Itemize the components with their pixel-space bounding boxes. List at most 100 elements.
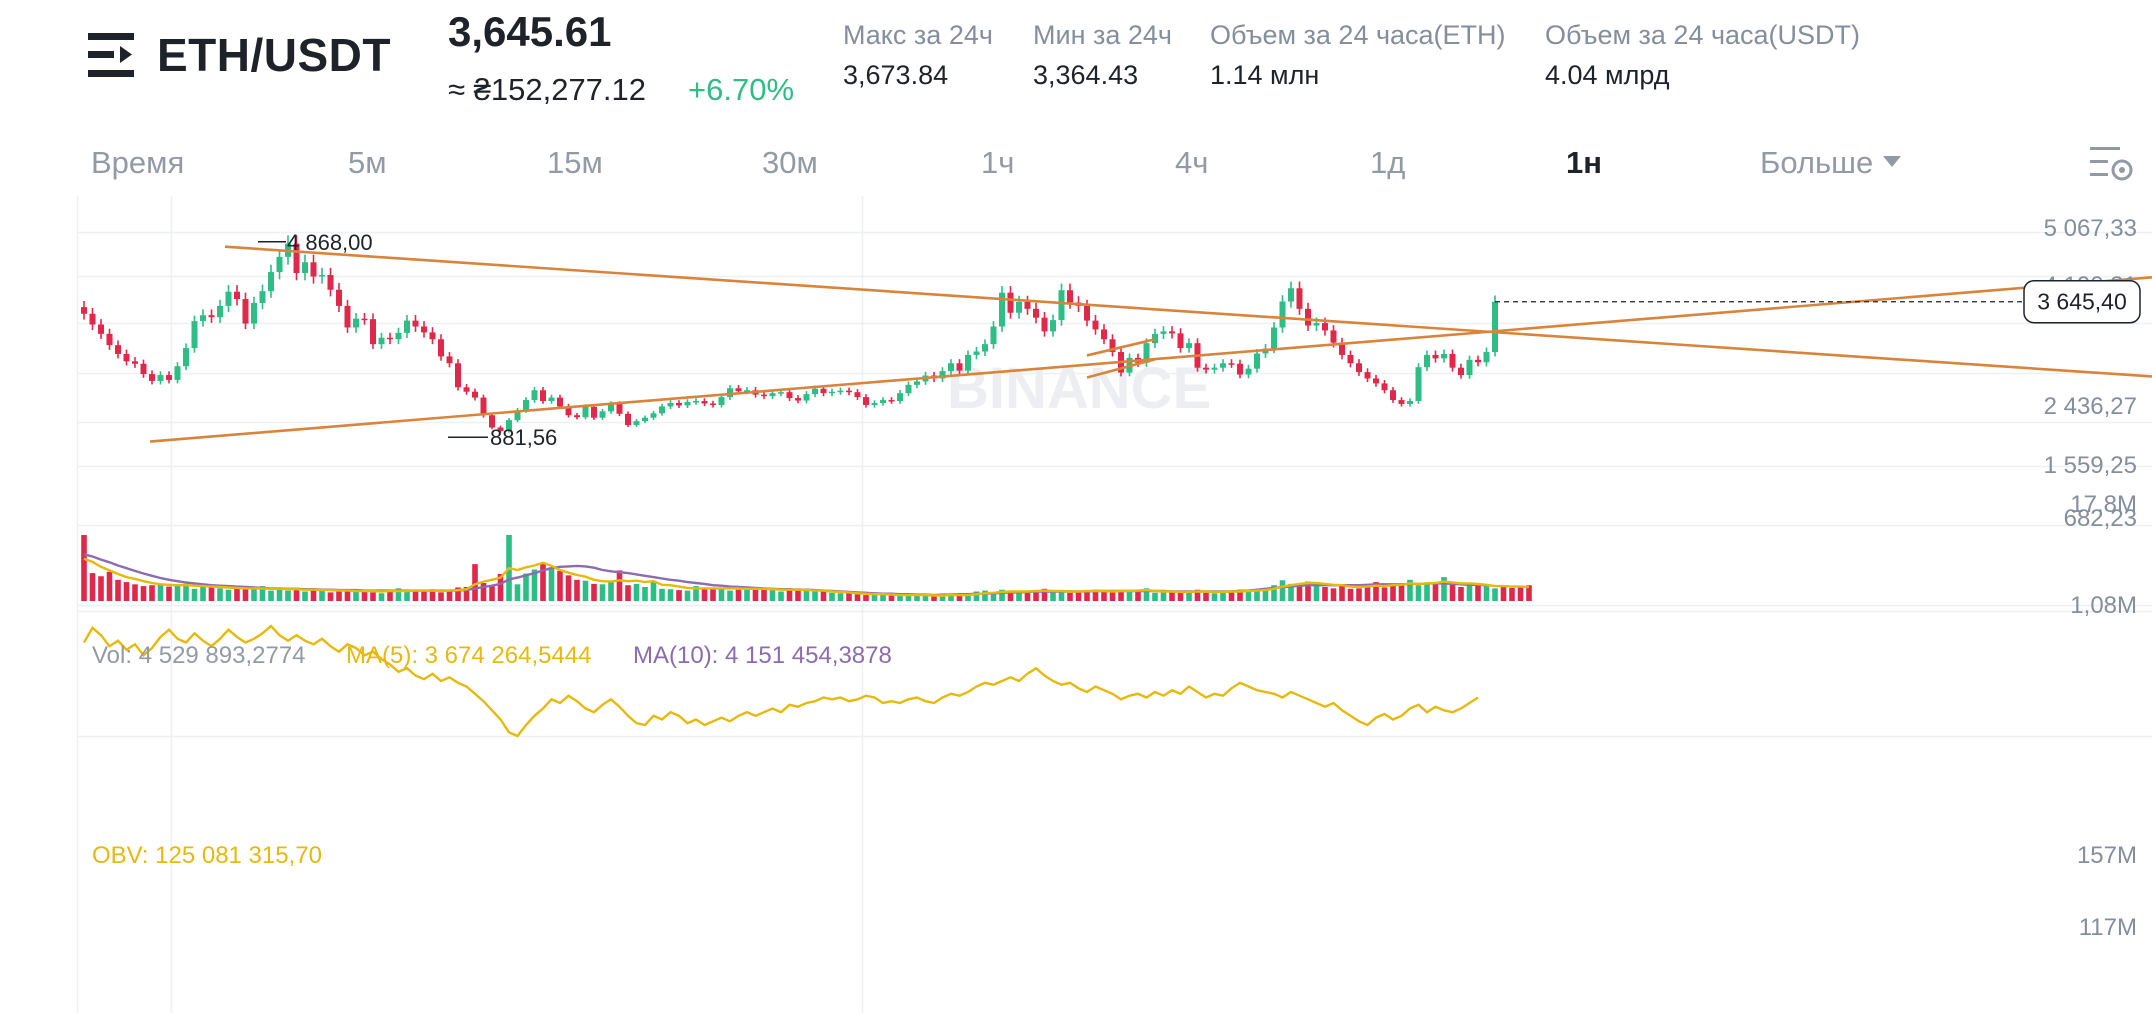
volume-bar	[268, 590, 274, 601]
candle	[1271, 327, 1277, 349]
candle	[540, 390, 546, 402]
tab-1w[interactable]: 1н	[1566, 145, 1602, 180]
candle	[616, 403, 623, 414]
volume-bar	[965, 595, 971, 601]
volume-bar	[1109, 591, 1116, 601]
volume-bar	[404, 591, 410, 601]
candle	[982, 344, 988, 352]
volume-bar	[1381, 587, 1388, 601]
candle	[1101, 329, 1107, 340]
candle	[1449, 353, 1456, 368]
volume-bar	[1364, 584, 1371, 601]
candle	[115, 345, 121, 354]
volume-bar	[1016, 591, 1022, 601]
candle	[1279, 301, 1286, 328]
volume-bar	[999, 589, 1005, 601]
obv-tick-label: 157M	[2077, 842, 2137, 869]
candle	[795, 398, 801, 401]
volume-bar	[854, 594, 861, 601]
candle	[1152, 333, 1158, 344]
volume-bar	[582, 580, 589, 601]
candle	[880, 400, 886, 403]
candle	[1067, 290, 1073, 303]
candle	[871, 402, 878, 405]
tab-1d[interactable]: 1д	[1370, 145, 1406, 180]
stat-high-label: Макс за 24ч	[843, 20, 993, 50]
trendline-channel-upper	[1086, 337, 1156, 357]
candle	[497, 427, 504, 431]
volume-bar	[1237, 589, 1243, 601]
volume-bar	[1398, 584, 1405, 601]
candle	[1092, 320, 1099, 330]
tab-30m[interactable]: 30м	[762, 145, 818, 180]
candle	[251, 302, 257, 324]
ma5-line	[83, 557, 1530, 597]
price-tick-label: 1 559,25	[2044, 452, 2137, 479]
tab-4h[interactable]: 4ч	[1175, 145, 1209, 180]
candle	[217, 305, 223, 318]
candle	[1084, 305, 1090, 321]
candle	[642, 417, 648, 422]
volume-bar	[642, 587, 648, 601]
candle	[455, 363, 461, 388]
volume-bar	[973, 591, 980, 601]
volume-bar	[1177, 592, 1184, 601]
price-tick-label: 682,23	[2064, 505, 2137, 532]
candle	[1356, 363, 1362, 373]
volume-bar	[914, 595, 920, 601]
chart-settings-icon[interactable]	[2090, 142, 2134, 184]
volume-bar	[540, 563, 546, 601]
approx-price: ≈ ₴152,277.12	[448, 72, 647, 107]
candle	[89, 313, 96, 325]
volume-bar	[370, 592, 376, 601]
candle	[973, 351, 980, 355]
tab-15m[interactable]: 15м	[547, 145, 603, 180]
trendline-resistance	[224, 245, 2152, 378]
candle	[1415, 367, 1422, 402]
candle	[1160, 331, 1167, 334]
candle	[1347, 354, 1354, 364]
volume-bar	[1347, 588, 1354, 601]
stat-high-value: 3,673.84	[843, 60, 949, 90]
high-annotation: 4 868,00	[287, 230, 373, 255]
candle	[140, 363, 147, 375]
tab-time[interactable]: Время	[91, 145, 185, 180]
candle	[361, 318, 368, 321]
stat-vol-eth-label: Объем за 24 часа(ETH)	[1210, 20, 1506, 50]
volume-bar	[208, 587, 215, 601]
candle	[489, 415, 495, 428]
volume-bar	[183, 583, 189, 601]
candle	[829, 391, 835, 394]
candle	[1432, 354, 1439, 359]
volume-bar	[1432, 583, 1439, 601]
tab-1h[interactable]: 1ч	[981, 145, 1015, 180]
candle	[1058, 290, 1065, 321]
volume-bar	[1024, 592, 1031, 601]
trendlines	[149, 245, 2152, 443]
candle	[81, 307, 87, 314]
candle	[200, 315, 206, 322]
candle	[863, 397, 869, 405]
volume-bar	[1424, 582, 1430, 601]
volume-bar	[446, 589, 453, 601]
volume-bar	[565, 575, 572, 601]
candle	[693, 401, 699, 403]
candle	[965, 354, 971, 371]
candle	[778, 392, 784, 394]
tab-more[interactable]: Больше	[1760, 145, 1902, 181]
trading-pair[interactable]: ETH/USDT	[157, 29, 391, 81]
volume-bar	[1033, 591, 1039, 601]
volume-bar	[1126, 591, 1133, 601]
menu-icon[interactable]	[88, 33, 134, 77]
tab-5m[interactable]: 5м	[348, 145, 387, 180]
candle	[1330, 330, 1337, 343]
candle	[735, 388, 742, 392]
candle	[1466, 359, 1473, 376]
volume-tick-label: 1,08M	[2070, 592, 2137, 619]
volume-bar	[650, 580, 657, 601]
volume-bar	[1228, 591, 1235, 601]
candle	[1186, 343, 1192, 349]
volume-bar	[1288, 583, 1294, 601]
trendline-channel-lower	[1086, 358, 1156, 379]
